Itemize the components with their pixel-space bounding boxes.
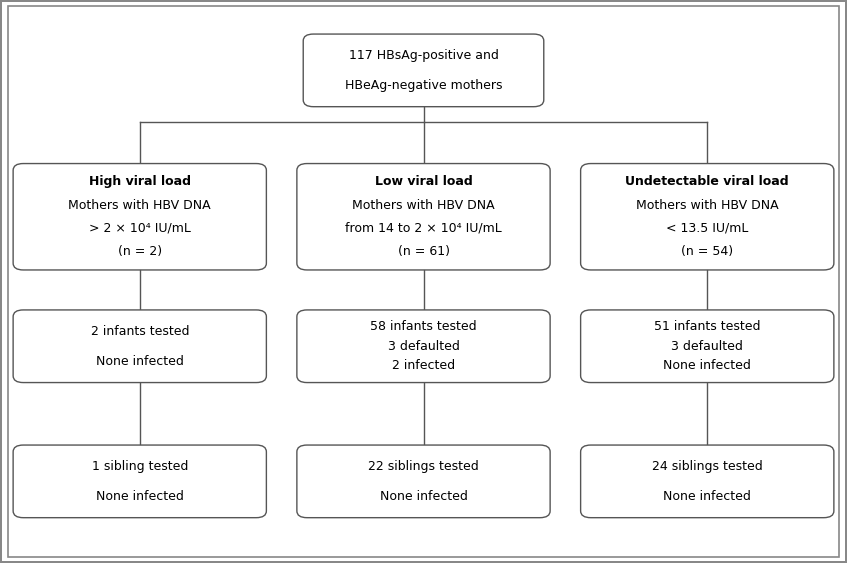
FancyBboxPatch shape xyxy=(297,310,551,383)
FancyBboxPatch shape xyxy=(581,445,834,518)
Text: < 13.5 IU/mL: < 13.5 IU/mL xyxy=(666,222,749,235)
Text: from 14 to 2 × 10⁴ IU/mL: from 14 to 2 × 10⁴ IU/mL xyxy=(345,222,502,235)
Text: None infected: None infected xyxy=(96,355,184,368)
Text: None infected: None infected xyxy=(663,359,751,373)
Text: 2 infants tested: 2 infants tested xyxy=(91,325,189,338)
Text: > 2 × 10⁴ IU/mL: > 2 × 10⁴ IU/mL xyxy=(89,222,191,235)
Text: Mothers with HBV DNA: Mothers with HBV DNA xyxy=(636,199,778,212)
Text: None infected: None infected xyxy=(96,490,184,503)
Text: Mothers with HBV DNA: Mothers with HBV DNA xyxy=(352,199,495,212)
Text: Undetectable viral load: Undetectable viral load xyxy=(625,176,789,189)
Text: (n = 54): (n = 54) xyxy=(681,245,734,258)
Text: 22 siblings tested: 22 siblings tested xyxy=(368,460,479,473)
Text: Mothers with HBV DNA: Mothers with HBV DNA xyxy=(69,199,211,212)
FancyBboxPatch shape xyxy=(297,445,551,518)
Text: 24 siblings tested: 24 siblings tested xyxy=(652,460,762,473)
FancyBboxPatch shape xyxy=(303,34,544,106)
Text: 3 defaulted: 3 defaulted xyxy=(672,339,743,353)
FancyBboxPatch shape xyxy=(581,310,834,383)
FancyBboxPatch shape xyxy=(13,310,267,383)
Text: HBeAg-negative mothers: HBeAg-negative mothers xyxy=(345,79,502,92)
Text: (n = 61): (n = 61) xyxy=(397,245,450,258)
Text: 3 defaulted: 3 defaulted xyxy=(388,339,459,353)
Text: (n = 2): (n = 2) xyxy=(118,245,162,258)
Text: 58 infants tested: 58 infants tested xyxy=(370,320,477,333)
Text: Low viral load: Low viral load xyxy=(374,176,473,189)
FancyBboxPatch shape xyxy=(581,163,834,270)
Text: 1 sibling tested: 1 sibling tested xyxy=(91,460,188,473)
Text: 51 infants tested: 51 infants tested xyxy=(654,320,761,333)
Text: None infected: None infected xyxy=(379,490,468,503)
FancyBboxPatch shape xyxy=(297,163,551,270)
FancyBboxPatch shape xyxy=(13,445,267,518)
FancyBboxPatch shape xyxy=(13,163,267,270)
Text: 117 HBsAg-positive and: 117 HBsAg-positive and xyxy=(349,49,498,62)
Text: High viral load: High viral load xyxy=(89,176,191,189)
Text: 2 infected: 2 infected xyxy=(392,359,455,373)
Text: None infected: None infected xyxy=(663,490,751,503)
